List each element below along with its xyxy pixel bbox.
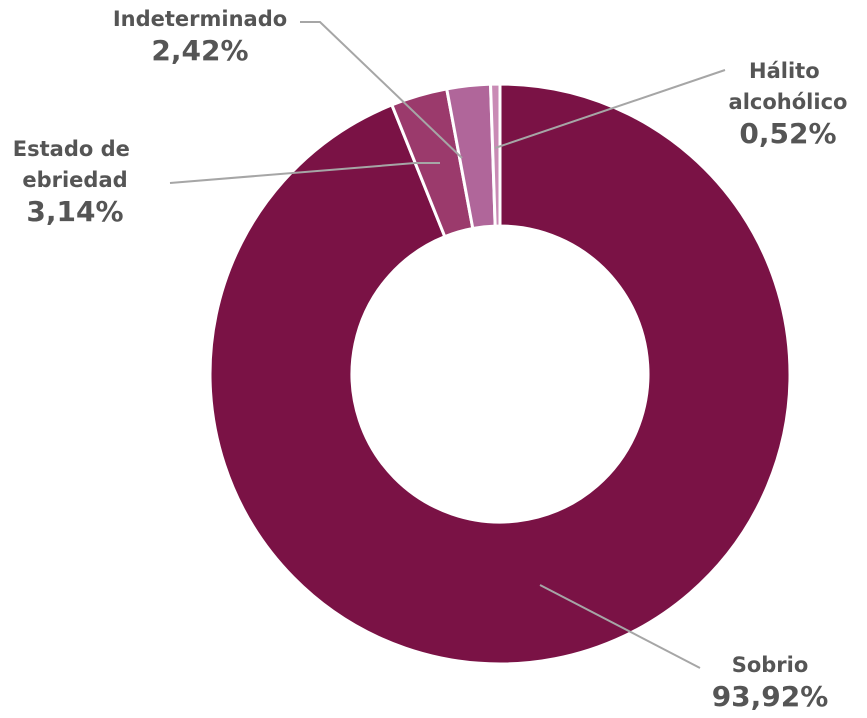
label-line: ebriedad xyxy=(22,168,127,192)
slice-value: 2,42% xyxy=(151,34,248,67)
label-line: Estado de xyxy=(13,137,137,161)
leader-line xyxy=(539,584,701,669)
donut-slice xyxy=(208,82,792,666)
leader-line xyxy=(300,21,463,159)
slice-label: Estado de ebriedad xyxy=(13,137,137,192)
slice-label: Hálito alcohólico xyxy=(729,59,848,114)
leader-line xyxy=(494,69,726,149)
label-line: alcohólico xyxy=(729,90,848,114)
slice-label: Indeterminado xyxy=(113,7,287,31)
donut-slice xyxy=(488,82,502,228)
slice-value: 93,92% xyxy=(712,680,829,713)
slice-label: Sobrio xyxy=(732,653,809,677)
slice-value: 3,14% xyxy=(26,195,123,228)
label-line: Hálito xyxy=(749,59,827,83)
leader-line xyxy=(169,162,440,184)
slice-value: 0,52% xyxy=(739,117,836,150)
